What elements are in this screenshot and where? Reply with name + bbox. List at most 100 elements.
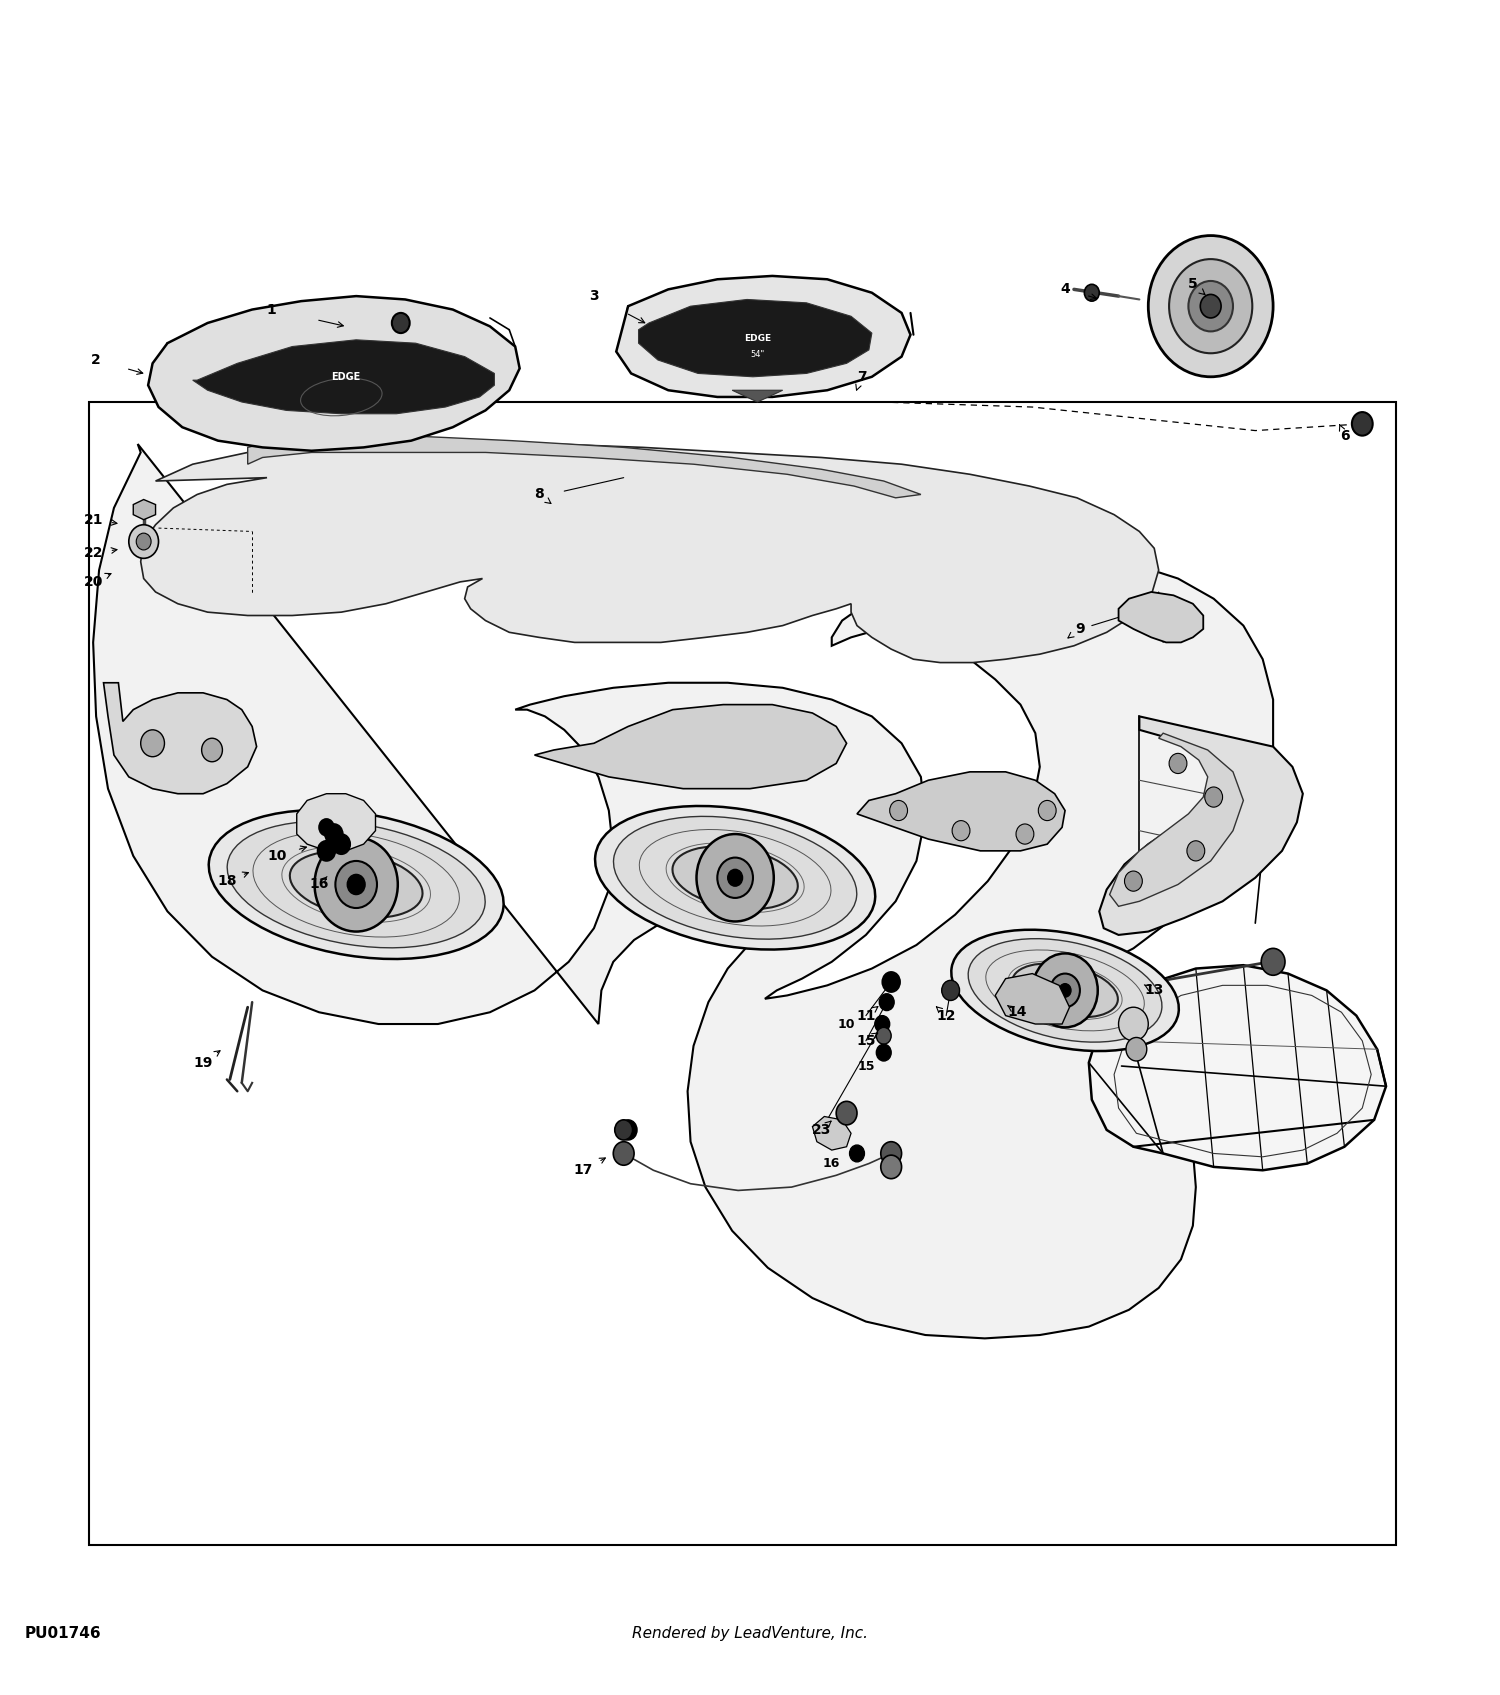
- Circle shape: [614, 1142, 634, 1164]
- Polygon shape: [1110, 734, 1244, 907]
- Circle shape: [1016, 824, 1034, 844]
- Circle shape: [874, 1015, 890, 1032]
- Circle shape: [1204, 786, 1222, 807]
- Polygon shape: [639, 300, 872, 376]
- Circle shape: [1149, 236, 1274, 376]
- Text: 21: 21: [84, 512, 104, 527]
- Circle shape: [1119, 1007, 1149, 1041]
- Circle shape: [1168, 259, 1252, 353]
- Text: 18: 18: [217, 875, 237, 888]
- Polygon shape: [856, 771, 1065, 851]
- Circle shape: [336, 861, 376, 909]
- Text: EDGE: EDGE: [744, 334, 771, 342]
- Circle shape: [882, 971, 900, 992]
- Circle shape: [1084, 285, 1100, 302]
- Circle shape: [333, 834, 350, 854]
- Circle shape: [876, 1027, 891, 1044]
- Ellipse shape: [226, 820, 484, 948]
- Circle shape: [696, 834, 774, 922]
- Polygon shape: [93, 444, 1273, 1339]
- Ellipse shape: [968, 939, 1162, 1042]
- Circle shape: [1126, 1037, 1148, 1061]
- Polygon shape: [297, 793, 375, 851]
- Text: 3: 3: [590, 290, 598, 303]
- Circle shape: [1200, 295, 1221, 319]
- Polygon shape: [534, 705, 846, 788]
- Ellipse shape: [614, 817, 856, 939]
- Text: 22: 22: [84, 546, 104, 561]
- Text: 10: 10: [839, 1017, 855, 1031]
- Text: 11: 11: [856, 1009, 876, 1022]
- Text: Rendered by LeadVenture, Inc.: Rendered by LeadVenture, Inc.: [632, 1626, 868, 1641]
- Text: 5: 5: [1188, 278, 1197, 292]
- Polygon shape: [104, 683, 256, 793]
- Text: 20: 20: [84, 575, 104, 588]
- Polygon shape: [248, 436, 921, 498]
- Circle shape: [849, 1146, 864, 1161]
- Text: 8: 8: [534, 488, 544, 502]
- Circle shape: [201, 739, 222, 761]
- Text: 12: 12: [936, 1009, 956, 1022]
- Polygon shape: [148, 297, 519, 451]
- Polygon shape: [813, 1117, 850, 1151]
- Circle shape: [1168, 753, 1186, 773]
- Text: 15: 15: [856, 1059, 874, 1073]
- Text: 13: 13: [1144, 983, 1164, 997]
- Circle shape: [880, 1142, 902, 1164]
- Text: 17: 17: [574, 1163, 592, 1178]
- Ellipse shape: [1013, 963, 1118, 1017]
- Circle shape: [326, 824, 344, 844]
- Text: 16: 16: [824, 1158, 840, 1170]
- Circle shape: [615, 1120, 633, 1141]
- Circle shape: [1125, 871, 1143, 892]
- Circle shape: [136, 534, 152, 549]
- Circle shape: [717, 858, 753, 898]
- Circle shape: [1032, 953, 1098, 1027]
- Bar: [88, 402, 1397, 1546]
- Text: PU01746: PU01746: [26, 1626, 102, 1641]
- Text: 54": 54": [750, 351, 765, 359]
- Circle shape: [876, 1044, 891, 1061]
- Ellipse shape: [951, 931, 1179, 1051]
- Text: 7: 7: [856, 370, 867, 383]
- Circle shape: [1059, 983, 1071, 997]
- Circle shape: [1188, 281, 1233, 332]
- Polygon shape: [141, 441, 1158, 663]
- Polygon shape: [616, 276, 910, 397]
- Text: 19: 19: [194, 1056, 213, 1070]
- Text: 14: 14: [1008, 1005, 1028, 1019]
- Circle shape: [141, 731, 165, 756]
- Text: 10: 10: [267, 849, 286, 863]
- Circle shape: [1186, 841, 1204, 861]
- Circle shape: [129, 525, 159, 558]
- Circle shape: [392, 314, 410, 334]
- Circle shape: [728, 870, 742, 886]
- Circle shape: [836, 1102, 856, 1125]
- Ellipse shape: [596, 807, 874, 949]
- Circle shape: [952, 820, 970, 841]
- Polygon shape: [994, 973, 1070, 1024]
- Circle shape: [315, 837, 398, 932]
- Polygon shape: [732, 390, 783, 402]
- Text: 1: 1: [267, 302, 276, 317]
- Circle shape: [320, 819, 334, 836]
- Ellipse shape: [209, 810, 504, 959]
- Text: 16: 16: [309, 878, 328, 892]
- Ellipse shape: [290, 851, 423, 917]
- Text: 15: 15: [856, 1034, 876, 1048]
- Text: 9: 9: [1076, 622, 1084, 636]
- Text: 23: 23: [812, 1122, 831, 1137]
- Text: EDGE: EDGE: [332, 371, 360, 381]
- Circle shape: [318, 841, 336, 861]
- Circle shape: [1050, 973, 1080, 1007]
- Circle shape: [890, 800, 908, 820]
- Circle shape: [1262, 949, 1286, 975]
- Circle shape: [942, 980, 960, 1000]
- Ellipse shape: [672, 846, 798, 909]
- Text: 4: 4: [1060, 283, 1070, 297]
- Polygon shape: [134, 500, 156, 520]
- Circle shape: [880, 1156, 902, 1178]
- Polygon shape: [1100, 717, 1304, 936]
- Circle shape: [348, 875, 364, 895]
- Text: 6: 6: [1340, 429, 1350, 442]
